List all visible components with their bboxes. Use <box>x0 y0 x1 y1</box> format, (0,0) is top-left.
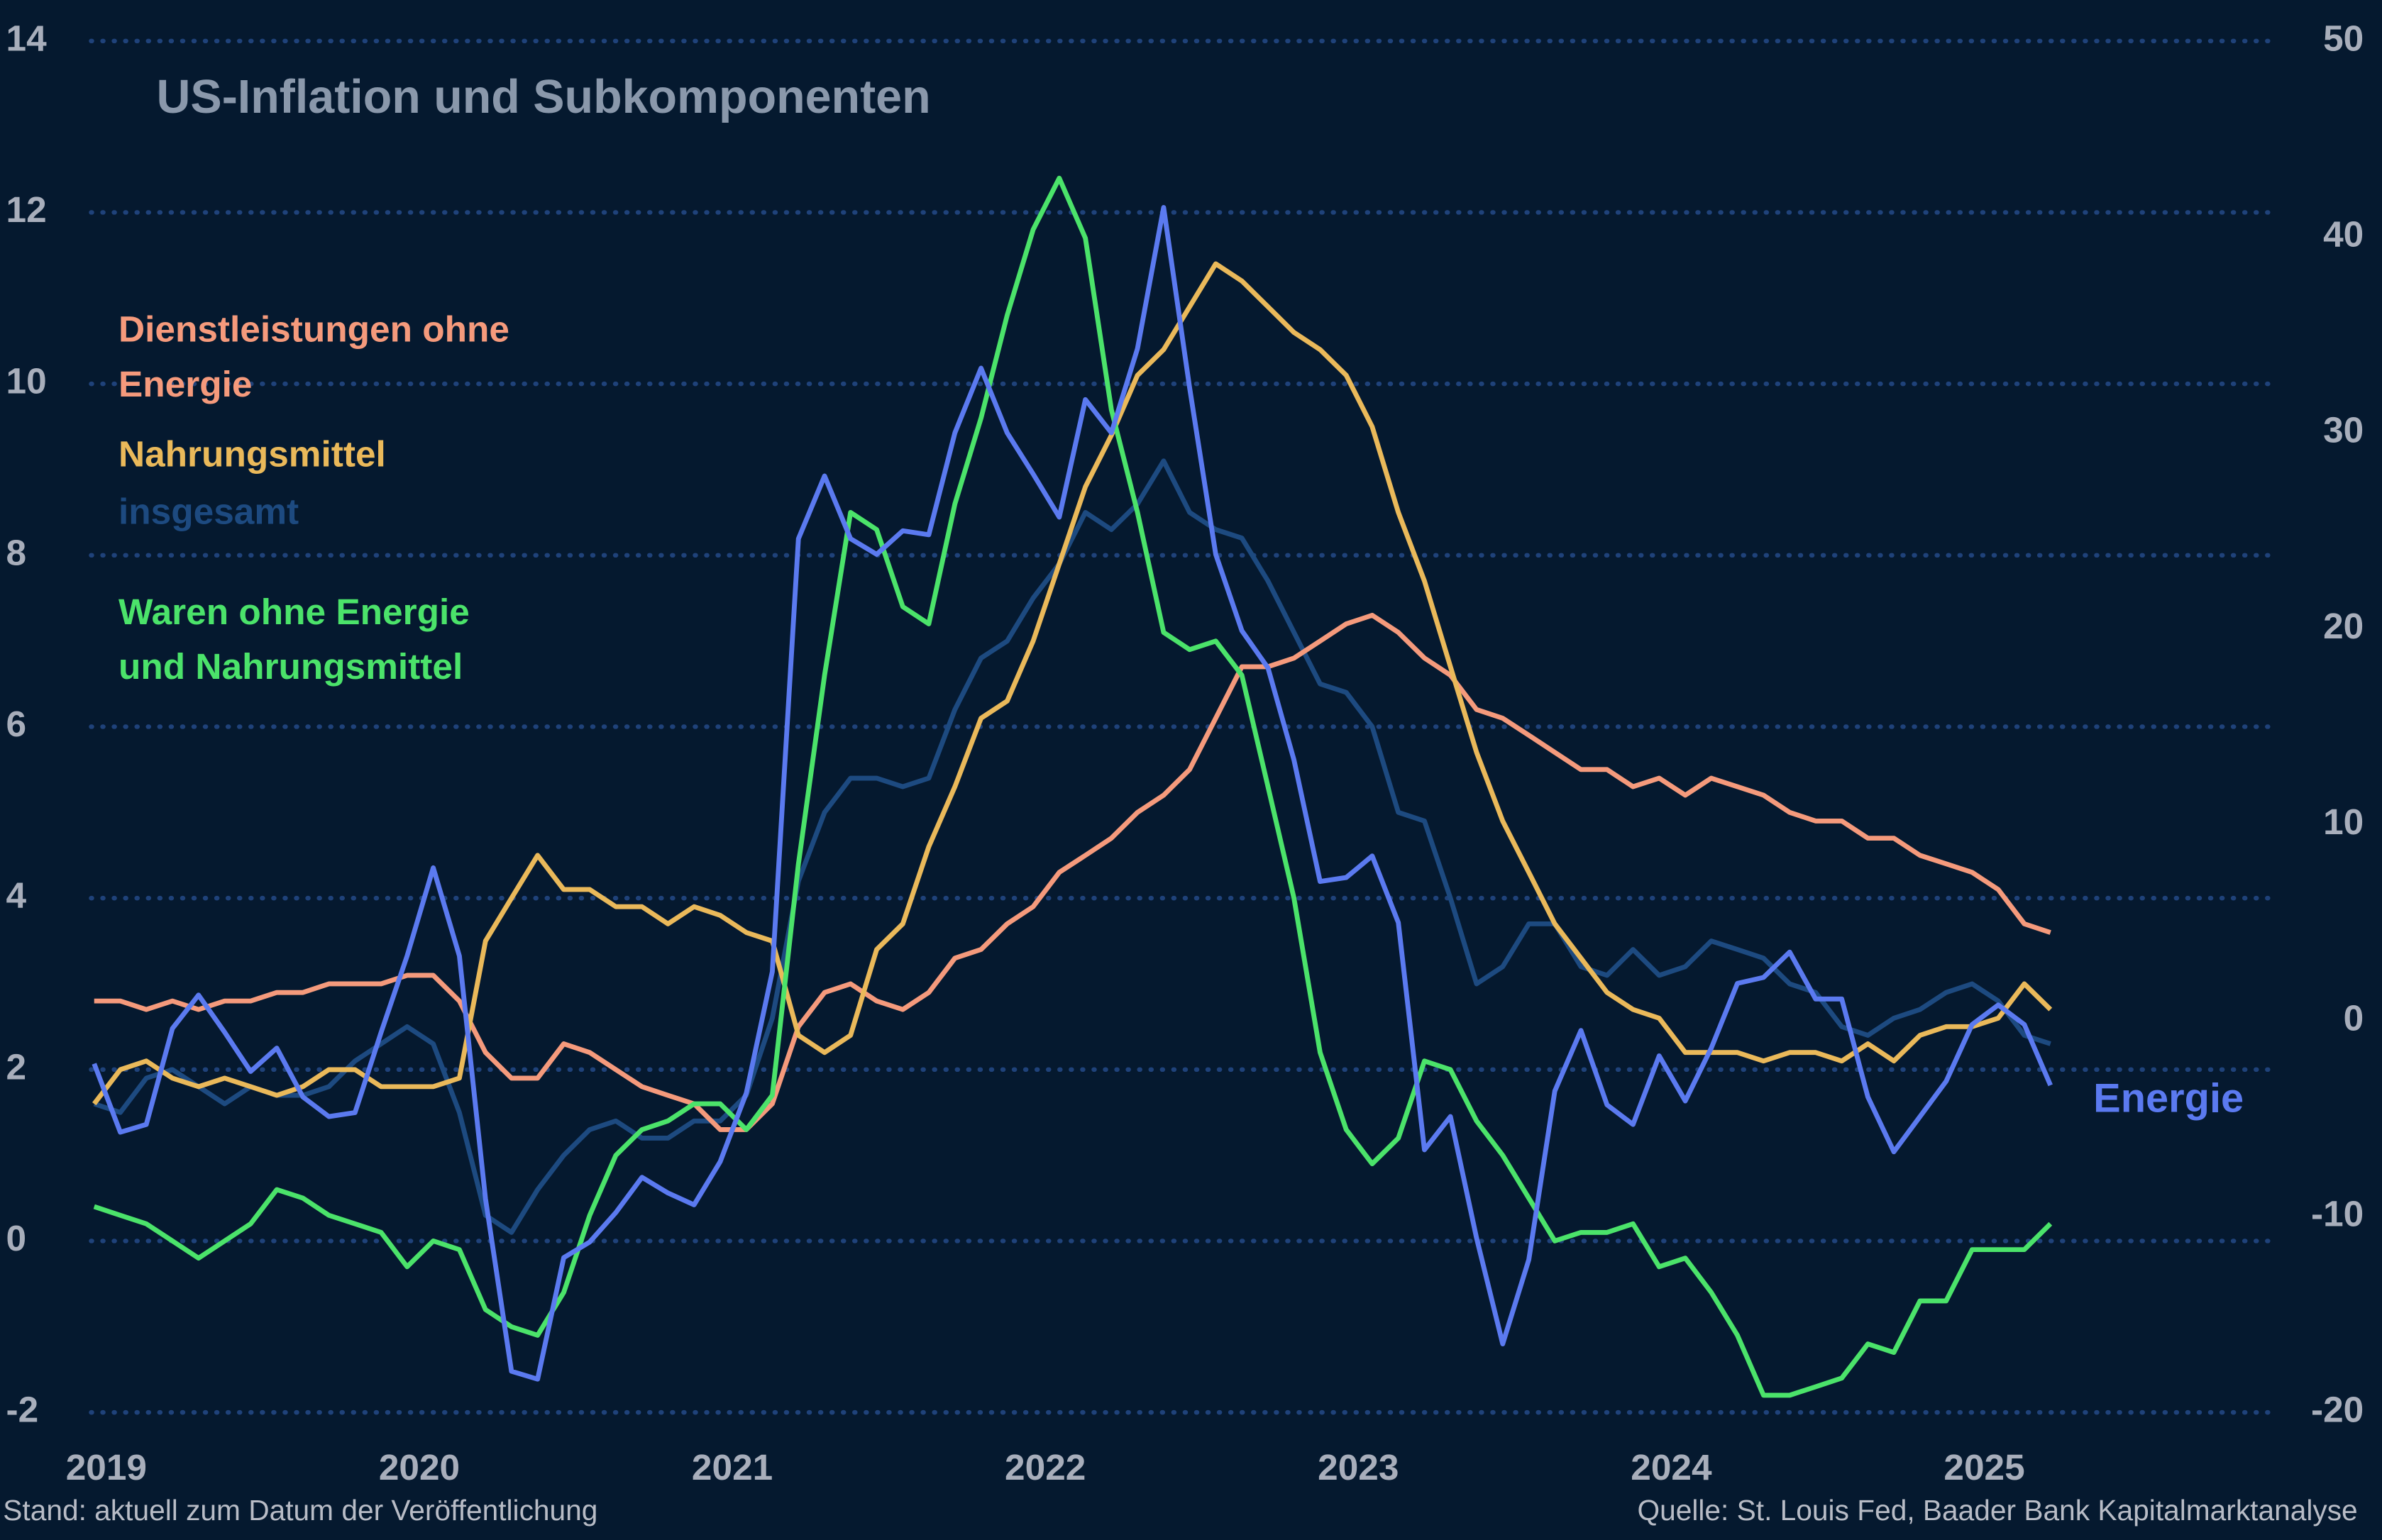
legend-label: Energie <box>2093 1075 2244 1121</box>
y2-tick-label: -20 <box>2311 1389 2364 1430</box>
x-tick-label: 2020 <box>379 1446 460 1488</box>
y-tick-label: 8 <box>6 531 27 572</box>
x-tick-label: 2023 <box>1318 1446 1399 1488</box>
y2-tick-label: 50 <box>2323 17 2364 58</box>
y-tick-label: 14 <box>6 17 48 58</box>
y2-tick-label: 30 <box>2323 409 2364 450</box>
series-line <box>92 205 2053 1382</box>
series-line <box>93 458 2051 1235</box>
y-tick-label: 12 <box>6 189 47 230</box>
y2-tick-label: 20 <box>2323 605 2364 646</box>
x-tick-label: 2021 <box>692 1446 773 1488</box>
y-tick-label: 6 <box>6 703 27 744</box>
x-tick-label: 2025 <box>1943 1446 2024 1488</box>
series-line <box>93 175 2053 1398</box>
note: Stand: aktuell zum Datum der Veröffentli… <box>3 1495 598 1528</box>
y2-tick-label: 10 <box>2323 801 2364 842</box>
chart-title: US-Inflation und Subkomponenten <box>157 71 931 123</box>
x-tick-label: 2019 <box>66 1446 147 1488</box>
series-line <box>94 612 2051 1132</box>
y2-tick-label: -10 <box>2311 1193 2364 1234</box>
x-tick-label: 2024 <box>1631 1446 1712 1488</box>
y-tick-label: 2 <box>6 1046 27 1087</box>
source: Quelle: St. Louis Fed, Baader Bank Kapit… <box>1637 1495 2358 1528</box>
legend-label: insgesamt <box>118 492 299 533</box>
y2-tick-label: 0 <box>2344 997 2364 1038</box>
y2-tick-label: 40 <box>2323 214 2364 255</box>
x-tick-label: 2022 <box>1005 1446 1086 1488</box>
legend-label: Nahrungsmittel <box>118 434 386 476</box>
y-tick-label: 4 <box>6 875 27 916</box>
legend-label: Dienstleistungen ohne Energie <box>118 309 509 406</box>
y-tick-label: -2 <box>6 1389 39 1430</box>
series-line <box>92 261 2053 1106</box>
y-tick-label: 10 <box>6 360 47 401</box>
y-tick-label: 0 <box>6 1217 27 1258</box>
legend-label: Waren ohne Energie und Nahrungsmittel <box>118 592 470 688</box>
